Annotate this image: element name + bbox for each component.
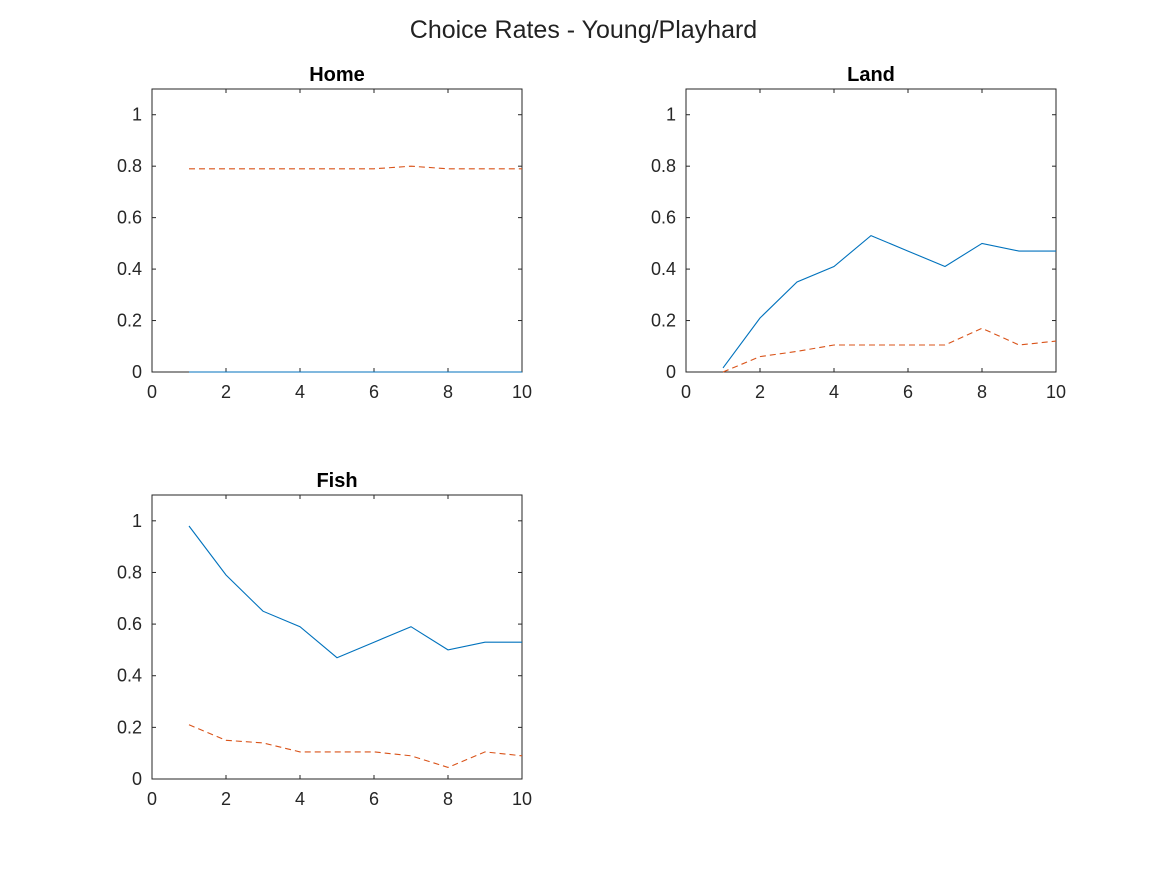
fish-ytick-label: 0.4 (117, 666, 142, 686)
fish-ytick-label: 0.6 (117, 614, 142, 634)
fish-ytick-label: 0.8 (117, 562, 142, 582)
land-xtick-label: 2 (755, 382, 765, 402)
land-series-dashed-line (722, 327, 1057, 373)
land-xtick-label: 0 (681, 382, 691, 402)
land-xtick-label: 8 (977, 382, 987, 402)
fish-xtick-label: 10 (512, 789, 532, 809)
fish-xtick-label: 2 (221, 789, 231, 809)
land-xtick-label: 10 (1046, 382, 1066, 402)
home-subplot-title: Home (309, 64, 365, 86)
home-xtick-label: 2 (221, 382, 231, 402)
home-ytick-label: 0.4 (117, 259, 142, 279)
home-xtick-label: 0 (147, 382, 157, 402)
home-ytick-label: 0.8 (117, 156, 142, 176)
home-ytick-label: 1 (132, 105, 142, 125)
home-xtick-label: 8 (443, 382, 453, 402)
fish-series-dashed-line (188, 724, 523, 768)
fish-ytick-label: 0 (132, 769, 142, 789)
land-ytick-label: 1 (666, 105, 676, 125)
land-ytick-label: 0.4 (651, 259, 676, 279)
fish-ytick-label: 0.2 (117, 717, 142, 737)
land-ytick-label: 0.2 (651, 311, 676, 331)
home-axes-box (151, 88, 523, 373)
land-ytick-label: 0 (666, 362, 676, 382)
fish-xtick-label: 4 (295, 789, 305, 809)
home-xtick-label: 6 (369, 382, 379, 402)
land-xtick-label: 4 (829, 382, 839, 402)
home-ytick-label: 0.6 (117, 208, 142, 228)
land-axes-box (685, 88, 1057, 373)
fish-subplot-title: Fish (316, 470, 357, 492)
home-ytick-label: 0.2 (117, 311, 142, 331)
land-series-solid-line (722, 234, 1056, 369)
fish-xtick-label: 0 (147, 789, 157, 809)
land-ytick-label: 0.8 (651, 156, 676, 176)
subplot-home: 0 2 4 6 8 10 0 0.2 0.4 0.6 0.8 1 Home (117, 64, 532, 402)
land-xtick-label: 6 (903, 382, 913, 402)
home-series-dashed-line (189, 165, 522, 170)
fish-series-solid-line (188, 525, 522, 659)
subplot-land: 0 2 4 6 8 10 0 0.2 0.4 0.6 0.8 1 Land (651, 64, 1066, 402)
fish-xtick-label: 6 (369, 789, 379, 809)
home-xtick-label: 10 (512, 382, 532, 402)
fish-axes-box (151, 494, 523, 780)
land-subplot-title: Land (847, 64, 895, 86)
fish-xtick-label: 8 (443, 789, 453, 809)
home-ytick-label: 0 (132, 362, 142, 382)
home-xtick-label: 4 (295, 382, 305, 402)
fish-ytick-label: 1 (132, 511, 142, 531)
subplot-fish: 0 2 4 6 8 10 0 0.2 0.4 0.6 0.8 1 Fish (117, 470, 532, 809)
figure-title: Choice Rates - Young/Playhard (409, 16, 758, 44)
land-ytick-label: 0.6 (651, 208, 676, 228)
